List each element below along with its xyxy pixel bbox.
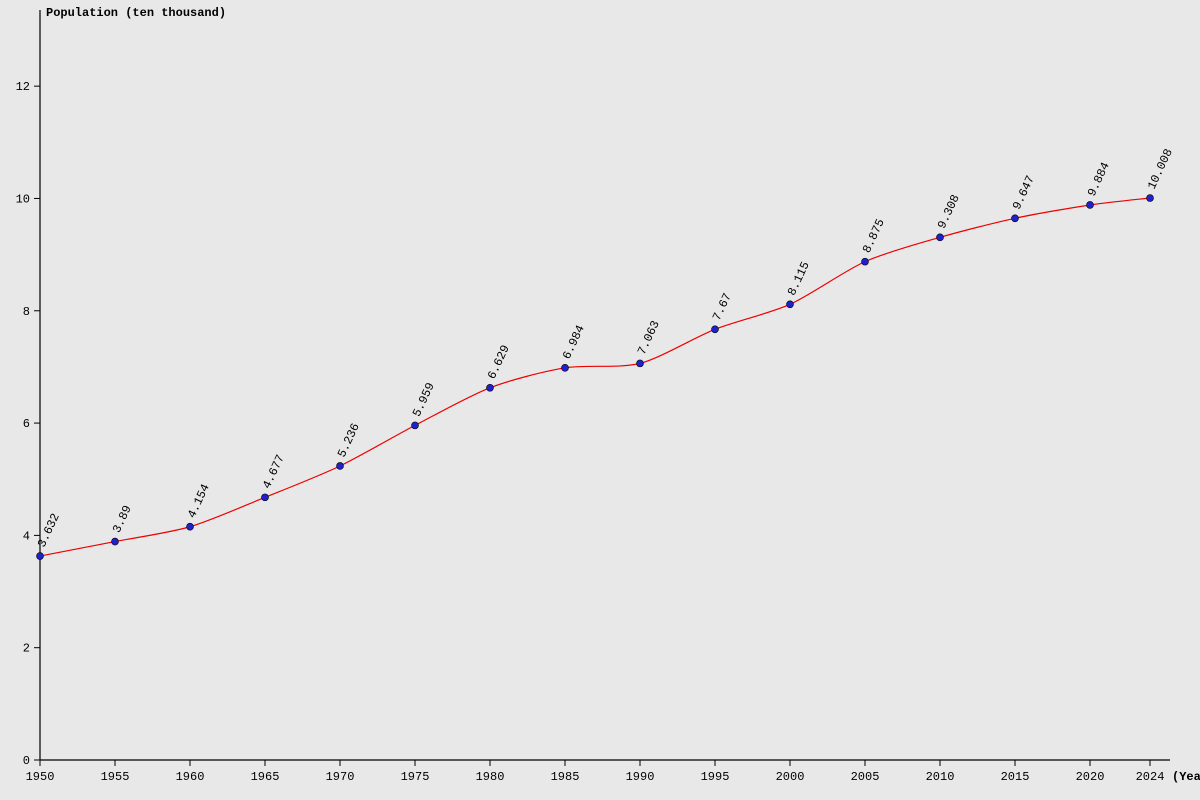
y-tick-label: 0 — [23, 754, 30, 768]
y-tick-label: 8 — [23, 305, 30, 319]
data-point — [712, 326, 719, 333]
y-tick-label: 2 — [23, 642, 30, 656]
data-point — [637, 360, 644, 367]
data-point — [187, 523, 194, 530]
data-point — [112, 538, 119, 545]
x-tick-label: 2000 — [776, 770, 805, 784]
x-tick-label: 1955 — [101, 770, 130, 784]
x-tick-label: 1970 — [326, 770, 355, 784]
x-tick-label: 1960 — [176, 770, 205, 784]
y-axis-label: Population (ten thousand) — [46, 6, 226, 20]
x-tick-label: 1980 — [476, 770, 505, 784]
x-tick-label: 2005 — [851, 770, 880, 784]
data-point — [37, 553, 44, 560]
data-point — [337, 462, 344, 469]
y-tick-label: 4 — [23, 529, 30, 543]
data-point — [937, 234, 944, 241]
data-point — [412, 422, 419, 429]
data-point — [1147, 195, 1154, 202]
x-tick-label: 2024 — [1136, 770, 1165, 784]
x-tick-label: 1950 — [26, 770, 55, 784]
x-tick-label: 2020 — [1076, 770, 1105, 784]
x-tick-label: 1985 — [551, 770, 580, 784]
y-tick-label: 6 — [23, 417, 30, 431]
data-point — [862, 258, 869, 265]
y-tick-label: 12 — [16, 80, 30, 94]
x-tick-label: 1965 — [251, 770, 280, 784]
y-tick-label: 10 — [16, 192, 30, 206]
data-point — [1012, 215, 1019, 222]
chart-svg: 1950 1955 1960 1965 1970 1975 1980 1985 1990 1995… — [0, 0, 1200, 800]
data-point — [1087, 201, 1094, 208]
x-tick-label: 1975 — [401, 770, 430, 784]
data-point — [487, 384, 494, 391]
data-point — [787, 301, 794, 308]
population-line-chart: 1950 1955 1960 1965 1970 1975 1980 1985 1990 1995… — [0, 0, 1200, 800]
data-point — [562, 364, 569, 371]
x-tick-label: 1990 — [626, 770, 655, 784]
x-axis-label: (Year) — [1172, 770, 1200, 784]
data-point — [262, 494, 269, 501]
x-tick-label: 2010 — [926, 770, 955, 784]
x-tick-label: 2015 — [1001, 770, 1030, 784]
x-tick-label: 1995 — [701, 770, 730, 784]
